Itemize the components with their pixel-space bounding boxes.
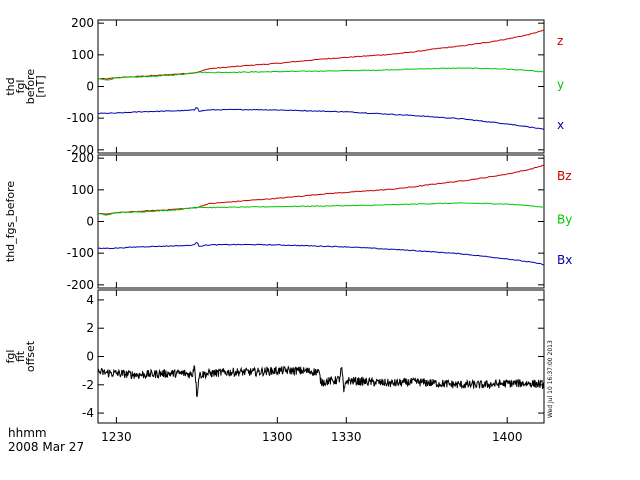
series-legend-label: z [557, 34, 563, 48]
series-line-By [97, 202, 545, 216]
series-legend-label: By [557, 213, 572, 227]
y-tick-label: -200 [67, 278, 94, 292]
y-axis-label: fit [14, 350, 27, 362]
y-tick-label: 100 [71, 48, 94, 62]
y-tick-label: -200 [67, 143, 94, 157]
y-tick-label: 0 [86, 80, 94, 94]
y-axis-label: fgl [14, 80, 27, 94]
y-axis-label: thd_fgs_before [4, 181, 17, 262]
series-line-Bx [97, 242, 545, 266]
series-legend-label: Bx [557, 253, 572, 267]
y-axis-label: thd [4, 77, 17, 95]
y-tick-label: 4 [86, 293, 94, 307]
y-tick-label: -2 [82, 378, 94, 392]
panel-frame [97, 154, 545, 289]
x-tick-label: 1230 [101, 430, 132, 444]
x-tick-label: 1400 [492, 430, 523, 444]
series-line-Bz [97, 164, 545, 215]
y-tick-label: 100 [71, 183, 94, 197]
panel-frame [97, 289, 545, 424]
series-line-x [97, 106, 545, 130]
x-axis-labels: 1230 1300 1330 1400 [101, 430, 522, 444]
y-axis-label: offset [24, 340, 37, 372]
y-tick-label: 0 [86, 215, 94, 229]
footer-hhmm: hhmm [8, 426, 47, 440]
series-legend-label: y [557, 78, 564, 92]
y-tick-label: -100 [67, 111, 94, 125]
x-tick-label: 1300 [262, 430, 293, 444]
x-tick-label: 1330 [331, 430, 362, 444]
timestamp-label: Wed Jul 10 16:37:00 2013 [547, 340, 554, 418]
footer-date: 2008 Mar 27 [8, 440, 84, 454]
y-tick-label: -100 [67, 246, 94, 260]
panel-frame [97, 19, 545, 154]
y-tick-label: 2 [86, 321, 94, 335]
series-line-z [97, 29, 545, 80]
series-legend-label: x [557, 118, 564, 132]
y-tick-label: 200 [71, 151, 94, 165]
series-line-y [97, 67, 545, 81]
y-axis-label: fgl [4, 350, 17, 364]
y-tick-label: 0 [86, 350, 94, 364]
panel-fgs-before: 200 100 0 -100 -200 thd_fgs_before Bz By Bx [4, 151, 572, 292]
y-axis-label: before [24, 69, 37, 105]
y-tick-label: -4 [82, 406, 94, 420]
series-legend-label: Bz [557, 169, 572, 183]
series-line-offset [97, 365, 545, 398]
y-tick-label: 200 [71, 16, 94, 30]
y-axis-label: [nT] [34, 75, 47, 97]
